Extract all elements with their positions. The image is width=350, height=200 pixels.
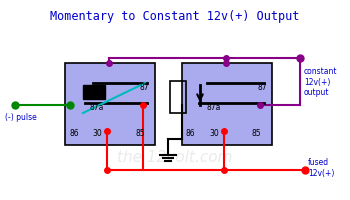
- Bar: [83, 85, 105, 99]
- Text: (-) pulse: (-) pulse: [5, 113, 37, 122]
- Text: 86: 86: [186, 129, 196, 138]
- Text: fused
12v(+): fused 12v(+): [308, 158, 334, 178]
- Text: constant
12v(+)
output: constant 12v(+) output: [304, 67, 337, 97]
- Text: the 12volt.com: the 12volt.com: [117, 150, 233, 166]
- Bar: [182, 63, 272, 145]
- Bar: [65, 63, 155, 145]
- Text: 85: 85: [135, 129, 145, 138]
- Bar: [170, 81, 186, 113]
- Text: 87: 87: [257, 84, 267, 92]
- Text: 87: 87: [140, 84, 150, 92]
- Text: 30: 30: [209, 129, 219, 138]
- Text: 86: 86: [70, 129, 80, 138]
- Text: 85: 85: [252, 129, 262, 138]
- Text: Momentary to Constant 12v(+) Output: Momentary to Constant 12v(+) Output: [50, 10, 300, 23]
- Text: 30: 30: [92, 129, 102, 138]
- Text: 87a: 87a: [207, 102, 221, 112]
- Text: 87a: 87a: [90, 102, 104, 112]
